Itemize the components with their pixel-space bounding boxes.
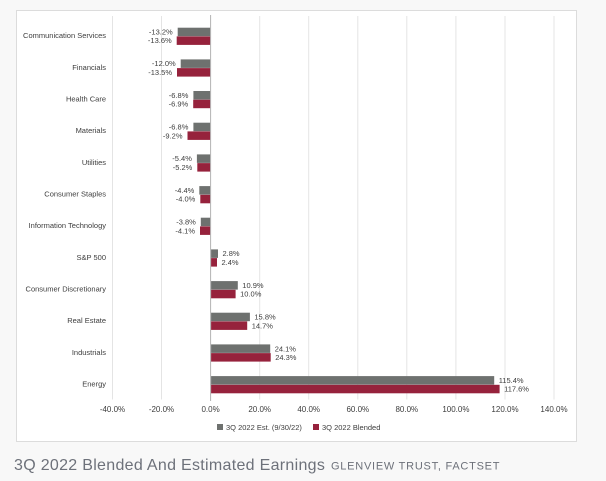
svg-text:Financials: Financials bbox=[72, 63, 106, 72]
svg-text:3Q 2022 Est. (9/30/22): 3Q 2022 Est. (9/30/22) bbox=[226, 423, 302, 432]
svg-text:-6.8%: -6.8% bbox=[169, 123, 189, 132]
svg-text:-4.4%: -4.4% bbox=[175, 186, 195, 195]
svg-text:-4.0%: -4.0% bbox=[176, 195, 196, 204]
svg-text:Materials: Materials bbox=[76, 126, 107, 135]
svg-text:Health Care: Health Care bbox=[66, 95, 106, 104]
svg-text:24.3%: 24.3% bbox=[275, 353, 297, 362]
svg-text:2.8%: 2.8% bbox=[223, 249, 240, 258]
svg-text:3Q 2022 Blended And Estimated: 3Q 2022 Blended And Estimated Earnings bbox=[14, 457, 325, 474]
svg-text:S&P 500: S&P 500 bbox=[77, 253, 106, 262]
svg-text:120.0%: 120.0% bbox=[491, 405, 518, 414]
svg-text:80.0%: 80.0% bbox=[395, 405, 418, 414]
svg-text:-13.6%: -13.6% bbox=[148, 36, 172, 45]
svg-text:Information Technology: Information Technology bbox=[29, 221, 107, 230]
svg-text:Real Estate: Real Estate bbox=[67, 316, 106, 325]
svg-text:Utilities: Utilities bbox=[82, 158, 106, 167]
svg-text:3Q 2022 Blended: 3Q 2022 Blended bbox=[322, 423, 380, 432]
svg-text:-5.4%: -5.4% bbox=[172, 154, 192, 163]
svg-text:-5.2%: -5.2% bbox=[173, 163, 193, 172]
svg-text:10.9%: 10.9% bbox=[242, 281, 264, 290]
svg-text:-6.8%: -6.8% bbox=[169, 91, 189, 100]
svg-text:20.0%: 20.0% bbox=[248, 405, 271, 414]
svg-text:-9.2%: -9.2% bbox=[163, 131, 183, 140]
svg-text:-4.1%: -4.1% bbox=[175, 226, 195, 235]
svg-text:117.6%: 117.6% bbox=[504, 385, 529, 394]
svg-text:2.4%: 2.4% bbox=[222, 258, 239, 267]
svg-text:40.0%: 40.0% bbox=[297, 405, 320, 414]
svg-text:Industrials: Industrials bbox=[72, 348, 106, 357]
svg-text:140.0%: 140.0% bbox=[540, 405, 567, 414]
svg-text:60.0%: 60.0% bbox=[346, 405, 369, 414]
svg-text:-13.5%: -13.5% bbox=[148, 68, 172, 77]
svg-text:24.1%: 24.1% bbox=[275, 344, 297, 353]
svg-text:115.4%: 115.4% bbox=[499, 376, 524, 385]
svg-text:-12.0%: -12.0% bbox=[152, 59, 176, 68]
svg-text:-13.2%: -13.2% bbox=[149, 28, 173, 37]
svg-text:-40.0%: -40.0% bbox=[100, 405, 125, 414]
svg-text:15.8%: 15.8% bbox=[254, 313, 276, 322]
svg-text:0.0%: 0.0% bbox=[201, 405, 219, 414]
svg-text:10.0%: 10.0% bbox=[240, 290, 262, 299]
svg-text:Consumer Staples: Consumer Staples bbox=[44, 190, 106, 199]
svg-text:-3.8%: -3.8% bbox=[176, 218, 196, 227]
svg-text:Consumer Discretionary: Consumer Discretionary bbox=[26, 285, 107, 294]
svg-text:Communication Services: Communication Services bbox=[23, 31, 106, 40]
svg-text:14.7%: 14.7% bbox=[252, 321, 274, 330]
svg-text:-6.9%: -6.9% bbox=[169, 100, 189, 109]
svg-text:100.0%: 100.0% bbox=[442, 405, 469, 414]
svg-text:-20.0%: -20.0% bbox=[149, 405, 174, 414]
svg-text:Energy: Energy bbox=[82, 380, 106, 389]
svg-text:GLENVIEW TRUST, FACTSET: GLENVIEW TRUST, FACTSET bbox=[331, 461, 500, 473]
